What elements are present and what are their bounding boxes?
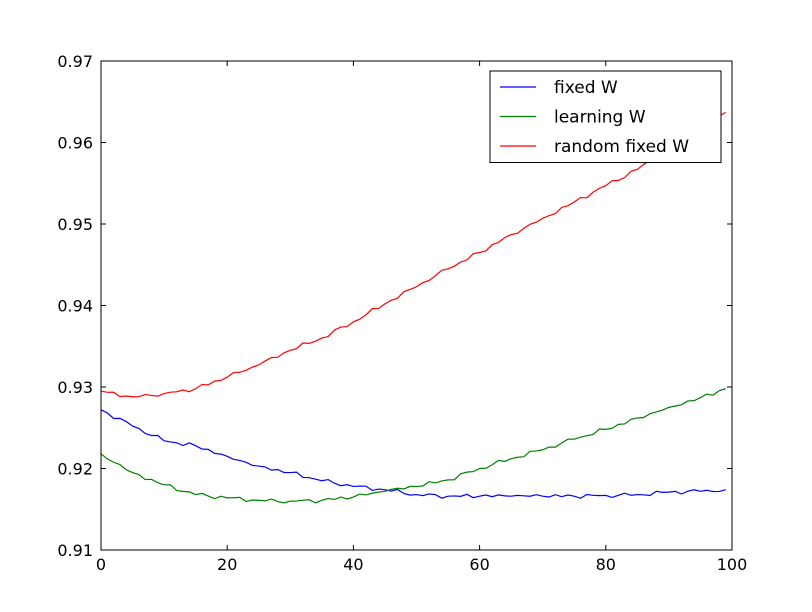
x-tick-label: 100 <box>717 555 748 574</box>
plot-frame <box>100 60 733 551</box>
legend-label: fixed W <box>554 78 618 98</box>
x-tick-label: 20 <box>217 555 237 574</box>
series-layer <box>100 111 726 504</box>
legend: fixed W learning W random fixed W <box>489 70 722 163</box>
x-tick-label: 0 <box>96 555 106 574</box>
series-line-learning-w <box>100 388 726 504</box>
x-tick-label: 60 <box>469 555 489 574</box>
y-tick-label: 0.94 <box>57 297 93 316</box>
x-tick-label: 40 <box>343 555 363 574</box>
series-line-fixed-w <box>100 409 726 499</box>
legend-label: learning W <box>554 108 646 128</box>
x-tick-label: 80 <box>596 555 616 574</box>
y-tick-label: 0.93 <box>57 378 93 397</box>
y-tick-label: 0.92 <box>57 460 93 479</box>
y-tick-label: 0.95 <box>57 215 93 234</box>
y-tick-label: 0.91 <box>57 541 93 560</box>
legend-label: random fixed W <box>554 137 689 157</box>
y-tick-label: 0.96 <box>57 134 93 153</box>
series-line-random-fixed-w <box>100 111 726 398</box>
y-tick-label: 0.97 <box>57 52 93 71</box>
ticks-layer: 0 20 40 60 80 100 0.91 0.92 0.93 0.94 0.95 0.96 0.97 <box>57 52 747 574</box>
